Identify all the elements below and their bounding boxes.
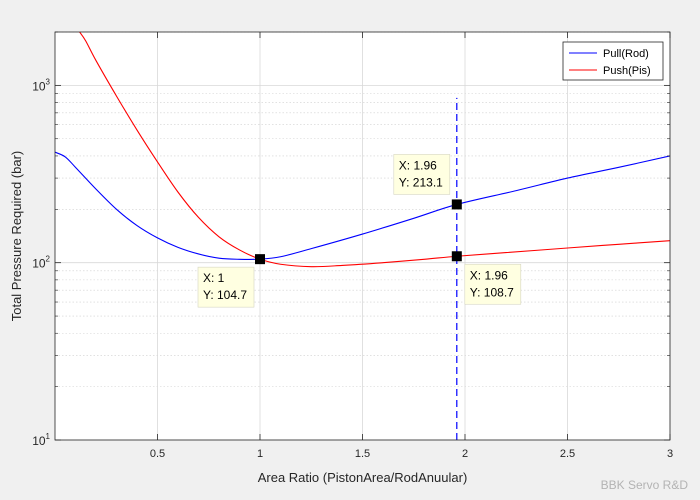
x-tick-label: 2 bbox=[462, 448, 468, 460]
watermark: BBK Servo R&D bbox=[600, 478, 688, 492]
data-tip-box bbox=[393, 154, 451, 195]
legend[interactable]: Pull(Rod) Push(Pis) bbox=[562, 41, 664, 81]
axis-ticks bbox=[55, 31, 671, 441]
data-tip-marker bbox=[451, 251, 462, 262]
y-axis-label: Total Pressure Required (bar) bbox=[9, 151, 24, 322]
data-tip-y-label: Y: 104.7 bbox=[203, 288, 247, 302]
x-axis-label: Area Ratio (PistonArea/RodAnuular) bbox=[258, 470, 468, 485]
x-tick-label: 1.5 bbox=[355, 448, 370, 460]
data-tip-box bbox=[197, 266, 255, 308]
x-tick-label: 0.5 bbox=[150, 448, 165, 460]
legend-label-pull: Pull(Rod) bbox=[603, 48, 649, 60]
legend-box bbox=[562, 41, 664, 81]
legend-label-push: Push(Pis) bbox=[603, 65, 651, 77]
data-tip-marker bbox=[255, 254, 265, 265]
y-tick-label: 101 bbox=[32, 432, 50, 448]
y-tick-label: 102 bbox=[32, 255, 50, 271]
data-tip-y-label: Y: 108.7 bbox=[470, 285, 514, 299]
x-tick-labels: 0.5 1 1.5 2 2.5 3 bbox=[150, 448, 673, 460]
series-line-pull-rod bbox=[55, 151, 670, 260]
y-tick-label: 103 bbox=[32, 77, 50, 93]
data-tip-y-label: Y: 213.1 bbox=[399, 175, 443, 189]
x-tick-label: 3 bbox=[667, 448, 673, 460]
data-tip-box bbox=[464, 263, 522, 305]
data-tips: X: 1 Y: 104.7 X: 1.96 Y: 213.1 X: 1.96 Y: 108… bbox=[197, 154, 522, 308]
x-tick-label: 1 bbox=[257, 448, 263, 460]
x-tick-label: 2.5 bbox=[560, 448, 575, 460]
data-tip-x-label: X: 1 bbox=[203, 271, 225, 285]
data-tip-x-label: X: 1.96 bbox=[399, 158, 437, 172]
data-tip-marker bbox=[451, 199, 462, 210]
y-tick-labels: 101 102 103 bbox=[32, 77, 50, 448]
data-tip-x-label: X: 1.96 bbox=[470, 268, 508, 282]
